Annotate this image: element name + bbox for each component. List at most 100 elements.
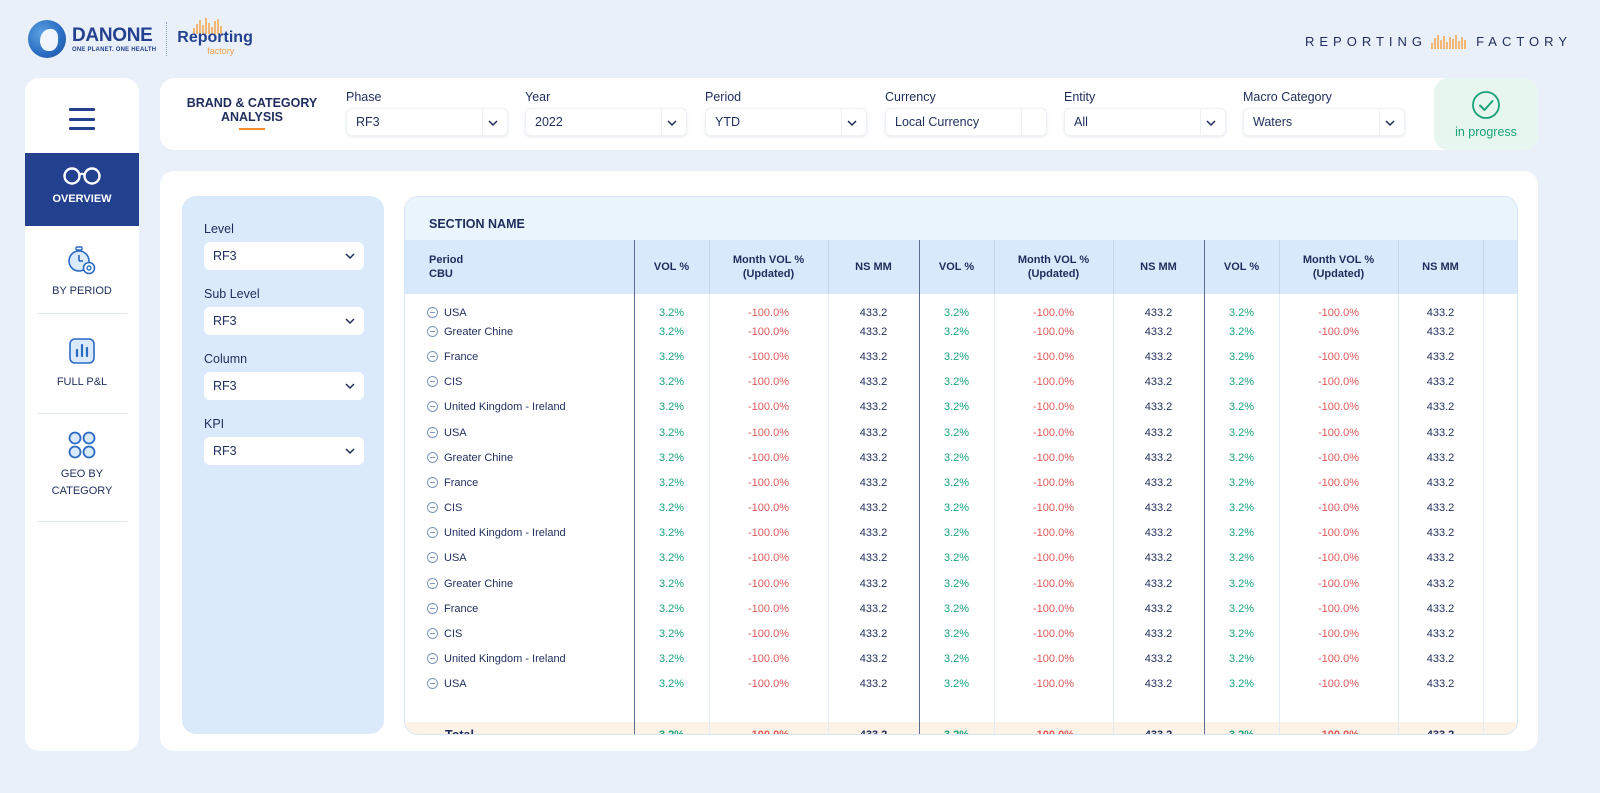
column-header-month-vol[interactable]: Month VOL % (Updated) bbox=[1279, 240, 1399, 294]
page-title-line-1: BRAND & CATEGORY bbox=[186, 96, 318, 110]
column-header-ns[interactable]: NS MM bbox=[1113, 240, 1205, 294]
spacer-cell bbox=[1113, 697, 1205, 723]
column-header-vol[interactable]: VOL % bbox=[634, 240, 710, 294]
collapse-icon[interactable] bbox=[427, 602, 438, 614]
kpi-select[interactable]: RF3 bbox=[204, 437, 364, 465]
vol-cell: 3.2% bbox=[634, 571, 710, 597]
month-vol-cell: -100.0% bbox=[1279, 419, 1399, 446]
ns-cell: 433.2 bbox=[1113, 419, 1205, 446]
cbu-name: CIS bbox=[444, 502, 463, 515]
sidebar-item-geo-by-category[interactable]: GEO BY CATEGORY bbox=[25, 430, 139, 520]
filter-sub-level: Sub Level RF3 bbox=[204, 285, 364, 335]
collapse-icon[interactable] bbox=[427, 401, 438, 413]
entity-select[interactable]: All bbox=[1064, 108, 1226, 137]
bars-logo-icon bbox=[1431, 34, 1467, 49]
sidebar-item-by-period[interactable]: BY PERIOD bbox=[25, 243, 139, 313]
chevron-down-icon bbox=[1206, 120, 1216, 127]
sidebar-item-label: OVERVIEW bbox=[52, 193, 112, 205]
column-header-ns[interactable]: NS MM bbox=[828, 240, 920, 294]
ns-cell: 433.2 bbox=[1113, 596, 1205, 622]
column-header-vol[interactable]: VOL % bbox=[919, 240, 995, 294]
collapse-icon[interactable] bbox=[427, 552, 438, 564]
select-value: Local Currency bbox=[895, 115, 980, 129]
spacer-cell bbox=[1483, 697, 1517, 723]
cbu-name: USA bbox=[444, 426, 467, 439]
cbu-name: United Kingdom - Ireland bbox=[444, 653, 566, 666]
table-row: United Kingdom - Ireland 3.2% -100.0% 433.2… bbox=[405, 646, 1517, 672]
vol-cell: 3.2% bbox=[919, 344, 995, 370]
select-value: RF3 bbox=[356, 115, 380, 129]
filter-period: Period YTD bbox=[705, 88, 867, 137]
column-header-month-vol[interactable]: Month VOL % (Updated) bbox=[709, 240, 829, 294]
table-row: United Kingdom - Ireland 3.2% -100.0% 433.2… bbox=[405, 394, 1517, 420]
collapse-icon[interactable] bbox=[427, 350, 438, 362]
ns-cell: 433.2 bbox=[828, 571, 920, 597]
ns-cell: 433.2 bbox=[1113, 369, 1205, 395]
spacer-cell bbox=[709, 697, 829, 723]
vol-cell: 3.2% bbox=[919, 621, 995, 647]
period-select[interactable]: YTD bbox=[705, 108, 867, 137]
column-select[interactable]: RF3 bbox=[204, 372, 364, 400]
cbu-cell: Greater Chine bbox=[405, 319, 635, 345]
brand-divider bbox=[166, 22, 168, 56]
filter-level: Level RF3 bbox=[204, 220, 364, 270]
spacer-cell bbox=[1279, 697, 1399, 723]
column-header-month-vol[interactable]: Month VOL % (Updated) bbox=[994, 240, 1114, 294]
spacer-cell bbox=[405, 697, 635, 723]
currency-select[interactable]: Local Currency bbox=[885, 108, 1047, 137]
collapse-icon[interactable] bbox=[427, 678, 438, 690]
month-vol-cell: -100.0% bbox=[1279, 495, 1399, 521]
collapse-icon[interactable] bbox=[427, 476, 438, 488]
wordmark-part-1: REPORTING bbox=[1305, 34, 1428, 49]
collapse-icon[interactable] bbox=[427, 628, 438, 640]
macro-category-select[interactable]: Waters bbox=[1243, 108, 1405, 137]
ns-cell: 433.2 bbox=[1113, 571, 1205, 597]
column-header-vol[interactable]: VOL % bbox=[1204, 240, 1280, 294]
cbu-name: France bbox=[444, 476, 479, 489]
collapse-icon[interactable] bbox=[427, 426, 438, 438]
empty-cell bbox=[1483, 319, 1517, 345]
danone-wordmark: DANONE bbox=[72, 24, 153, 46]
collapse-icon[interactable] bbox=[427, 451, 438, 463]
level-select[interactable]: RF3 bbox=[204, 242, 364, 270]
ns-cell: 433.2 bbox=[828, 621, 920, 647]
month-vol-cell: -100.0% bbox=[1279, 571, 1399, 597]
phase-select[interactable]: RF3 bbox=[346, 108, 508, 137]
filter-label: KPI bbox=[204, 417, 225, 431]
ns-cell: 433.2 bbox=[1398, 319, 1484, 345]
ns-cell: 433.2 bbox=[1398, 394, 1484, 420]
column-header-ns[interactable]: NS MM bbox=[1398, 240, 1484, 294]
ns-cell: 433.2 bbox=[1398, 369, 1484, 395]
collapse-icon[interactable] bbox=[427, 577, 438, 589]
collapse-icon[interactable] bbox=[427, 527, 438, 539]
select-value: RF3 bbox=[213, 314, 237, 328]
filter-label: Currency bbox=[885, 90, 936, 104]
month-vol-cell: -100.0% bbox=[1279, 646, 1399, 672]
ns-cell: 433.2 bbox=[1398, 596, 1484, 622]
hamburger-icon[interactable] bbox=[69, 108, 95, 130]
collapse-icon[interactable] bbox=[427, 502, 438, 514]
month-vol-cell: -100.0% bbox=[1279, 294, 1399, 320]
sidebar-item-full-pl[interactable]: FULL P&L bbox=[25, 336, 139, 406]
collapse-icon[interactable] bbox=[427, 325, 438, 337]
collapse-icon[interactable] bbox=[427, 306, 438, 318]
sidebar-divider bbox=[37, 413, 127, 414]
total-month-vol-cell: -100.0% bbox=[994, 722, 1114, 734]
collapse-icon[interactable] bbox=[427, 376, 438, 388]
select-divider bbox=[661, 109, 662, 137]
sidebar: OVERVIEW BY PERIOD FULL P&L bbox=[25, 78, 139, 751]
vol-cell: 3.2% bbox=[919, 671, 995, 697]
spacer-cell bbox=[828, 697, 920, 723]
empty-cell bbox=[1483, 722, 1517, 734]
vol-cell: 3.2% bbox=[634, 294, 710, 320]
filter-label: Sub Level bbox=[204, 287, 260, 301]
collapse-icon[interactable] bbox=[427, 653, 438, 665]
month-vol-cell: -100.0% bbox=[994, 369, 1114, 395]
month-vol-cell: -100.0% bbox=[1279, 445, 1399, 471]
ns-cell: 433.2 bbox=[1113, 344, 1205, 370]
sidebar-item-overview[interactable]: OVERVIEW bbox=[25, 153, 139, 226]
ns-cell: 433.2 bbox=[1113, 495, 1205, 521]
year-select[interactable]: 2022 bbox=[525, 108, 687, 137]
vol-cell: 3.2% bbox=[1204, 596, 1280, 622]
sub-level-select[interactable]: RF3 bbox=[204, 307, 364, 335]
